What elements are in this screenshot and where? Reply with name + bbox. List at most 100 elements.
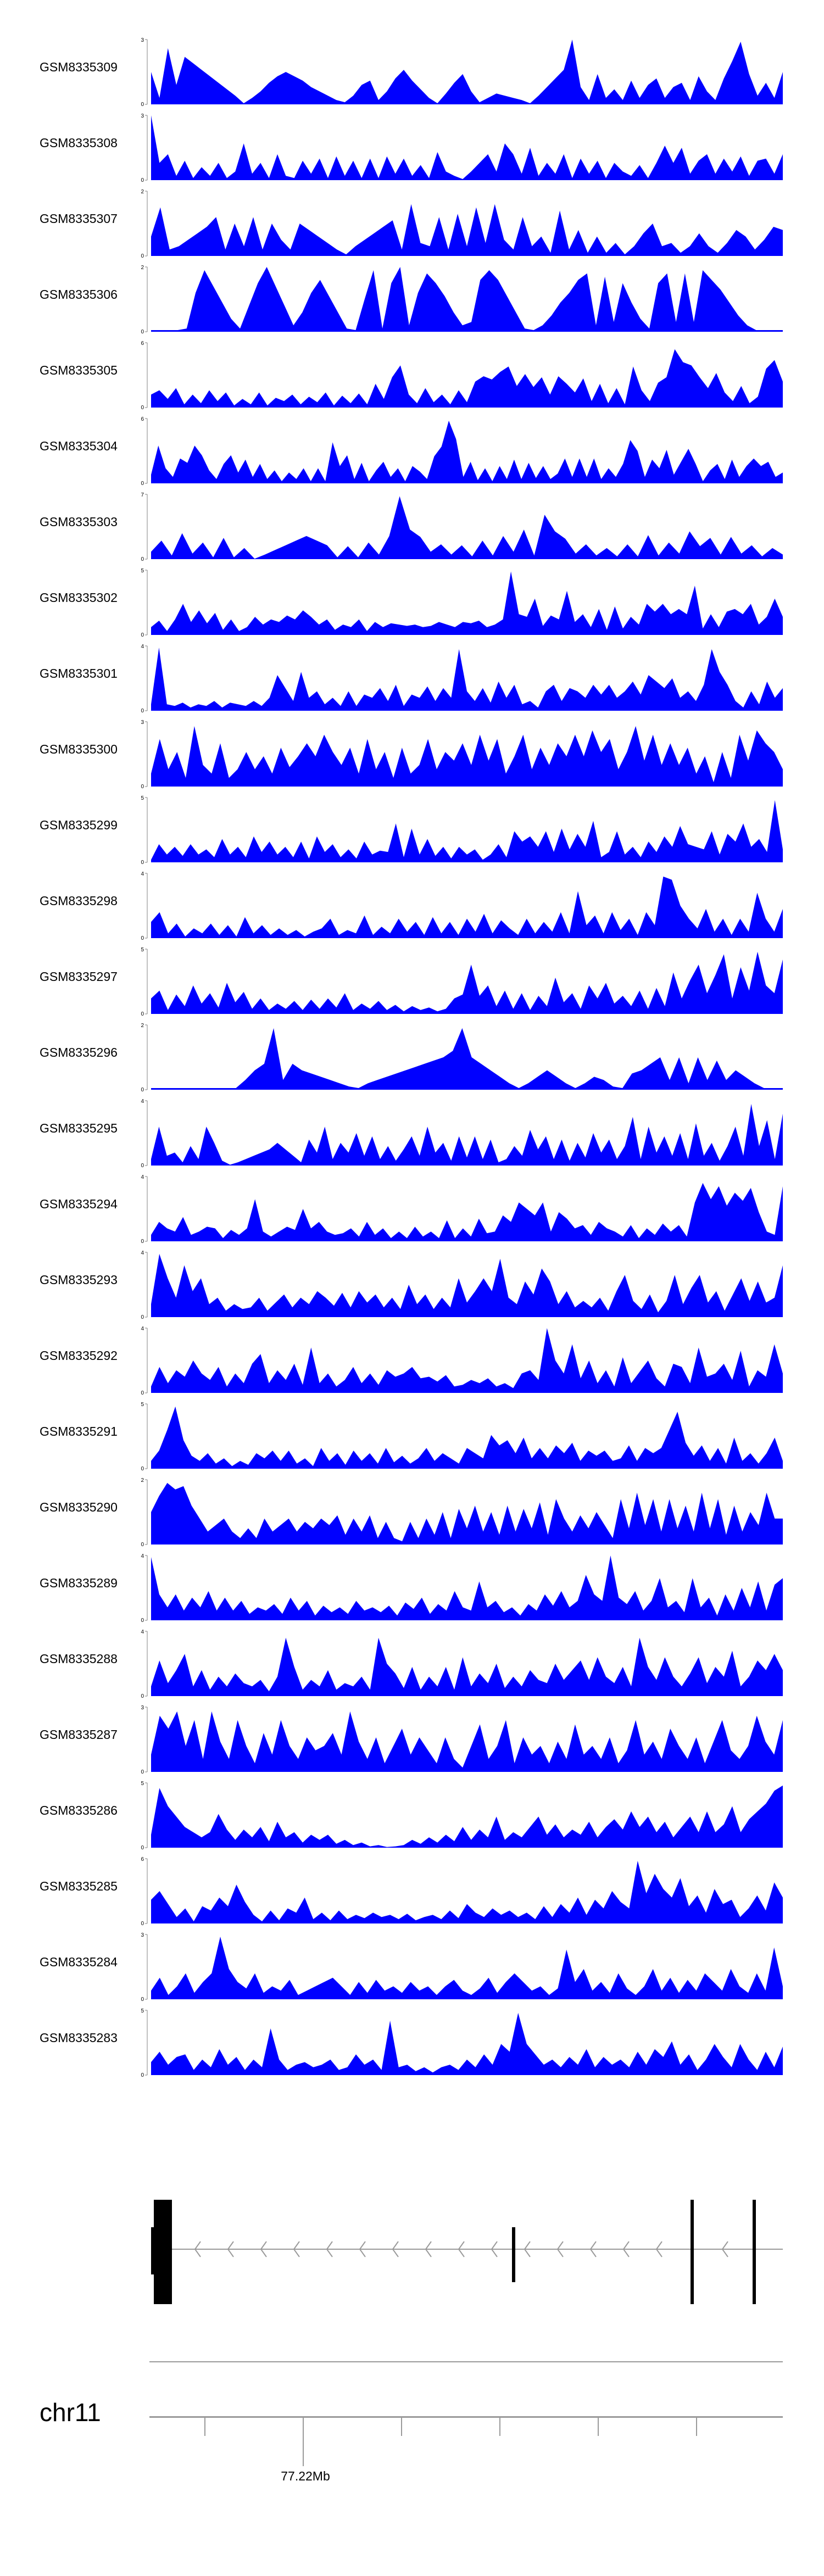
track-label: GSM8335305 <box>40 363 118 377</box>
track-GSM8335290: GSM8335290 2 0 <box>40 1477 783 1548</box>
coverage-area <box>151 800 783 862</box>
track-GSM8335286: GSM8335286 5 0 <box>40 1781 783 1851</box>
track-GSM8335292: GSM8335292 4 0 <box>40 1326 783 1396</box>
track-label: GSM8335291 <box>40 1424 118 1438</box>
track-label: GSM8335307 <box>40 211 118 226</box>
track-GSM8335304: GSM8335304 6 0 <box>40 416 783 487</box>
track-GSM8335297: GSM8335297 5 0 <box>40 947 783 1017</box>
track-label: GSM8335288 <box>40 1652 118 1666</box>
strand-arrow-icon <box>491 2241 498 2257</box>
coverage-area <box>151 1028 783 1090</box>
coverage-tracks: GSM833530930GSM833530830GSM833530720GSM8… <box>40 37 783 2078</box>
y-min-tick-label: 0 <box>141 1390 144 1396</box>
strand-arrow-icon <box>458 2241 465 2257</box>
track-label: GSM8335295 <box>40 1121 118 1135</box>
y-min-tick-label: 0 <box>141 2072 144 2078</box>
y-max-tick-label: 3 <box>141 37 144 43</box>
track-label: GSM8335287 <box>40 1727 118 1742</box>
y-max-tick-label: 5 <box>141 1781 144 1787</box>
track-GSM8335305: GSM8335305 6 0 <box>40 341 783 411</box>
y-min-tick-label: 0 <box>141 1618 144 1624</box>
y-min-tick-label: 0 <box>141 1011 144 1017</box>
y-max-tick-label: 3 <box>141 1932 144 1938</box>
coverage-area <box>151 951 783 1014</box>
strand-arrow-icon <box>293 2241 300 2257</box>
track-GSM8335306: GSM8335306 2 0 <box>40 265 783 335</box>
track-GSM8335285: GSM8335285 6 0 <box>40 1856 783 1927</box>
coverage-area <box>151 204 783 256</box>
y-max-tick-label: 2 <box>141 1023 144 1029</box>
chromosome-label: chr11 <box>40 2398 101 2427</box>
coverage-area <box>151 876 783 938</box>
coverage-area <box>151 571 783 635</box>
track-GSM8335283: GSM8335283 5 0 <box>40 2008 783 2078</box>
y-min-tick-label: 0 <box>141 1769 144 1775</box>
y-min-tick-label: 0 <box>141 1693 144 1699</box>
y-max-tick-label: 5 <box>141 947 144 953</box>
track-label: GSM8335294 <box>40 1197 118 1211</box>
strand-arrow-icon <box>622 2241 630 2257</box>
y-min-tick-label: 0 <box>141 1845 144 1851</box>
coverage-area <box>151 267 783 332</box>
track-GSM8335301: GSM8335301 4 0 <box>40 644 783 714</box>
y-max-tick-label: 5 <box>141 795 144 801</box>
y-max-tick-label: 2 <box>141 265 144 271</box>
track-label: GSM8335284 <box>40 1955 118 1969</box>
track-label: GSM8335285 <box>40 1879 118 1893</box>
y-min-tick-label: 0 <box>141 1997 144 2003</box>
coverage-area <box>151 1253 783 1317</box>
coverage-area <box>151 1785 783 1848</box>
coordinate-label: 77.22Mb <box>281 2469 330 2483</box>
y-min-tick-label: 0 <box>141 632 144 638</box>
exon <box>512 2227 515 2282</box>
y-max-tick-label: 4 <box>141 1174 144 1180</box>
coverage-area <box>151 349 783 408</box>
y-min-tick-label: 0 <box>141 405 144 411</box>
strand-arrow-icon <box>524 2241 531 2257</box>
y-max-tick-label: 2 <box>141 189 144 195</box>
track-GSM8335307: GSM8335307 2 0 <box>40 189 783 259</box>
exon <box>154 2200 172 2304</box>
y-max-tick-label: 3 <box>141 113 144 119</box>
y-max-tick-label: 4 <box>141 1326 144 1332</box>
y-max-tick-label: 6 <box>141 416 144 422</box>
coverage-area <box>151 40 783 104</box>
genome-axis: 77.22Mb <box>149 2417 783 2483</box>
y-min-tick-label: 0 <box>141 860 144 866</box>
coverage-area <box>151 1482 783 1545</box>
track-label: GSM8335306 <box>40 287 118 302</box>
track-GSM8335303: GSM8335303 7 0 <box>40 492 783 562</box>
y-min-tick-label: 0 <box>141 1087 144 1093</box>
track-label: GSM8335309 <box>40 60 118 74</box>
track-label: GSM8335304 <box>40 439 118 453</box>
coverage-area <box>151 648 783 711</box>
coverage-area <box>151 726 783 787</box>
coverage-area <box>151 420 783 483</box>
strand-arrow-icon <box>589 2241 597 2257</box>
strand-arrow-icon <box>227 2241 234 2257</box>
coverage-area <box>151 1711 783 1772</box>
y-min-tick-label: 0 <box>141 1921 144 1927</box>
strand-arrow-icon <box>392 2241 399 2257</box>
track-GSM8335293: GSM8335293 4 0 <box>40 1250 783 1320</box>
y-max-tick-label: 5 <box>141 568 144 574</box>
y-max-tick-label: 4 <box>141 1553 144 1559</box>
strand-arrow-icon <box>655 2241 662 2257</box>
y-max-tick-label: 4 <box>141 644 144 650</box>
track-GSM8335294: GSM8335294 4 0 <box>40 1174 783 1245</box>
y-max-tick-label: 7 <box>141 492 144 498</box>
coverage-area <box>151 1406 783 1469</box>
track-label: GSM8335286 <box>40 1803 118 1817</box>
track-label: GSM8335289 <box>40 1576 118 1590</box>
strand-arrow-icon <box>326 2241 333 2257</box>
y-max-tick-label: 4 <box>141 871 144 877</box>
track-GSM8335308: GSM8335308 3 0 <box>40 113 783 183</box>
y-min-tick-label: 0 <box>141 329 144 335</box>
y-max-tick-label: 6 <box>141 1856 144 1863</box>
track-label: GSM8335290 <box>40 1500 118 1514</box>
track-label: GSM8335303 <box>40 515 118 529</box>
y-max-tick-label: 3 <box>141 1705 144 1711</box>
y-max-tick-label: 6 <box>141 341 144 347</box>
y-max-tick-label: 2 <box>141 1477 144 1484</box>
